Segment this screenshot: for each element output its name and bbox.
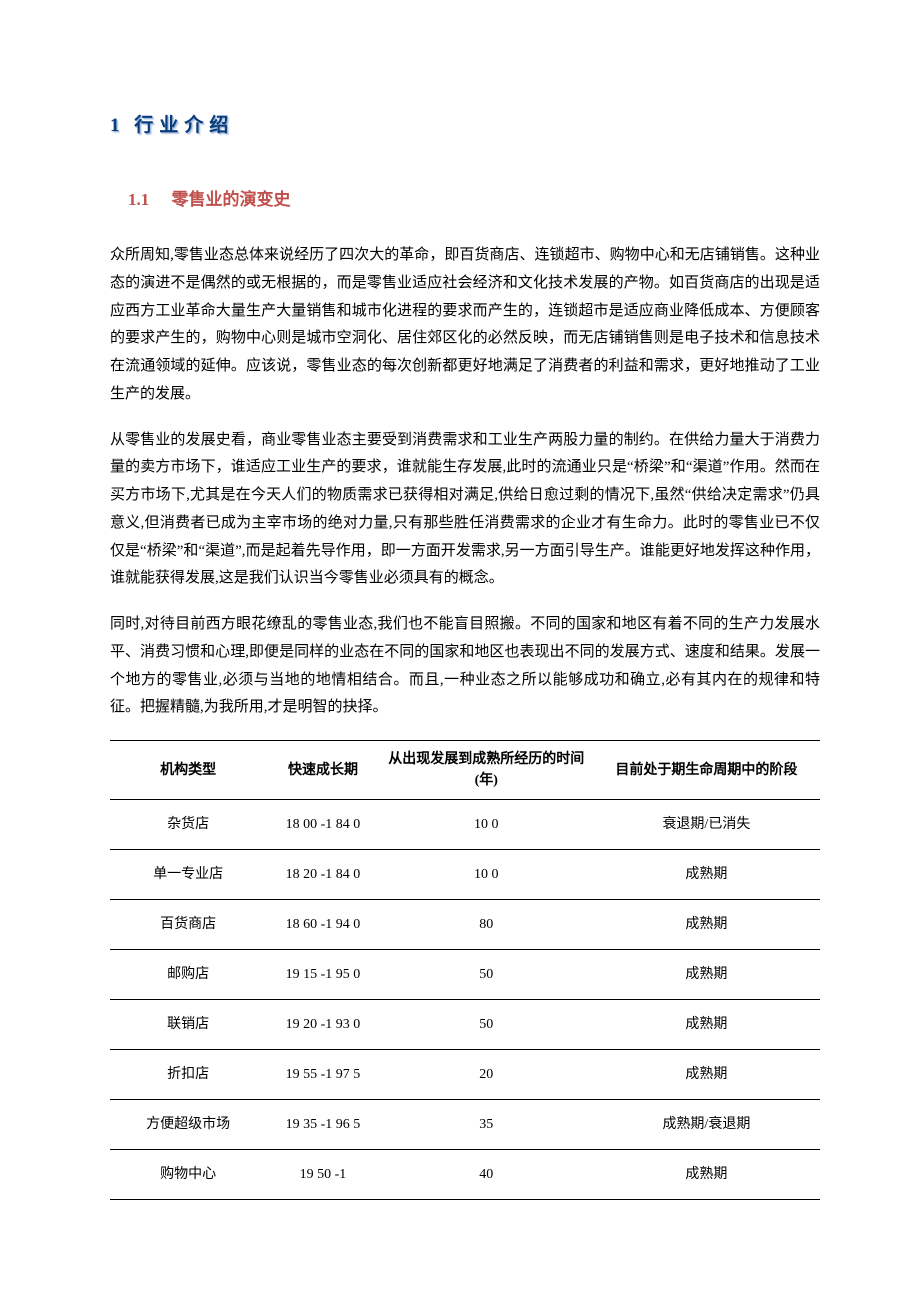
table-row: 方便超级市场 19 35 -1 96 5 35 成熟期/衰退期: [110, 1100, 820, 1150]
table-cell: 35: [380, 1100, 593, 1150]
table-header-cell: 从出现发展到成熟所经历的时间 (年): [380, 741, 593, 800]
table-cell: 购物中心: [110, 1150, 266, 1200]
table-cell: 成熟期: [593, 1150, 820, 1200]
table-cell: 方便超级市场: [110, 1100, 266, 1150]
retail-evolution-table: 机构类型 快速成长期 从出现发展到成熟所经历的时间 (年) 目前处于期生命周期中…: [110, 740, 820, 1200]
table-cell: 19 55 -1 97 5: [266, 1050, 380, 1100]
table-cell: 成熟期: [593, 1050, 820, 1100]
table-row: 邮购店 19 15 -1 95 0 50 成熟期: [110, 950, 820, 1000]
section-heading-1: 1 行业介绍: [110, 110, 820, 137]
table-cell: 成熟期: [593, 900, 820, 950]
table-cell: 50: [380, 1000, 593, 1050]
table-header-cell: 目前处于期生命周期中的阶段: [593, 741, 820, 800]
heading1-title: 行业介绍: [134, 115, 234, 136]
table-row: 百货商店 18 60 -1 94 0 80 成熟期: [110, 900, 820, 950]
table-cell: 成熟期: [593, 950, 820, 1000]
body-paragraph: 同时,对待目前西方眼花缭乱的零售业态,我们也不能盲目照搬。不同的国家和地区有着不…: [110, 611, 820, 722]
table-cell: 百货商店: [110, 900, 266, 950]
table-header-cell: 快速成长期: [266, 741, 380, 800]
table-cell: 单一专业店: [110, 850, 266, 900]
body-paragraph: 众所周知,零售业态总体来说经历了四次大的革命，即百货商店、连锁超市、购物中心和无…: [110, 242, 820, 409]
body-paragraph: 从零售业的发展史看，商业零售业态主要受到消费需求和工业生产两股力量的制约。在供给…: [110, 427, 820, 594]
table-cell: 19 20 -1 93 0: [266, 1000, 380, 1050]
table-cell: 20: [380, 1050, 593, 1100]
table-header-row: 机构类型 快速成长期 从出现发展到成熟所经历的时间 (年) 目前处于期生命周期中…: [110, 741, 820, 800]
table-cell: 折扣店: [110, 1050, 266, 1100]
table-cell: 19 50 -1: [266, 1150, 380, 1200]
table-row: 杂货店 18 00 -1 84 0 10 0 衰退期/已消失: [110, 800, 820, 850]
table-cell: 10 0: [380, 850, 593, 900]
table-cell: 18 00 -1 84 0: [266, 800, 380, 850]
table-header-cell: 机构类型: [110, 741, 266, 800]
table-cell: 成熟期: [593, 1000, 820, 1050]
table-cell: 杂货店: [110, 800, 266, 850]
table-cell: 成熟期/衰退期: [593, 1100, 820, 1150]
heading2-title: 零售业的演变史: [172, 190, 291, 209]
table-body: 杂货店 18 00 -1 84 0 10 0 衰退期/已消失 单一专业店 18 …: [110, 800, 820, 1200]
table-cell: 18 60 -1 94 0: [266, 900, 380, 950]
table-cell: 联销店: [110, 1000, 266, 1050]
table-cell: 80: [380, 900, 593, 950]
table-cell: 50: [380, 950, 593, 1000]
table-row: 单一专业店 18 20 -1 84 0 10 0 成熟期: [110, 850, 820, 900]
table-cell: 邮购店: [110, 950, 266, 1000]
table-cell: 19 15 -1 95 0: [266, 950, 380, 1000]
table-cell: 成熟期: [593, 850, 820, 900]
table-row: 联销店 19 20 -1 93 0 50 成熟期: [110, 1000, 820, 1050]
heading2-number: 1.1: [128, 190, 149, 209]
heading1-number: 1: [110, 115, 124, 136]
table-row: 折扣店 19 55 -1 97 5 20 成熟期: [110, 1050, 820, 1100]
table-cell: 衰退期/已消失: [593, 800, 820, 850]
table-cell: 18 20 -1 84 0: [266, 850, 380, 900]
table-cell: 19 35 -1 96 5: [266, 1100, 380, 1150]
table-row: 购物中心 19 50 -1 40 成熟期: [110, 1150, 820, 1200]
table-cell: 10 0: [380, 800, 593, 850]
section-heading-2: 1.1 零售业的演变史: [128, 185, 820, 210]
table-cell: 40: [380, 1150, 593, 1200]
